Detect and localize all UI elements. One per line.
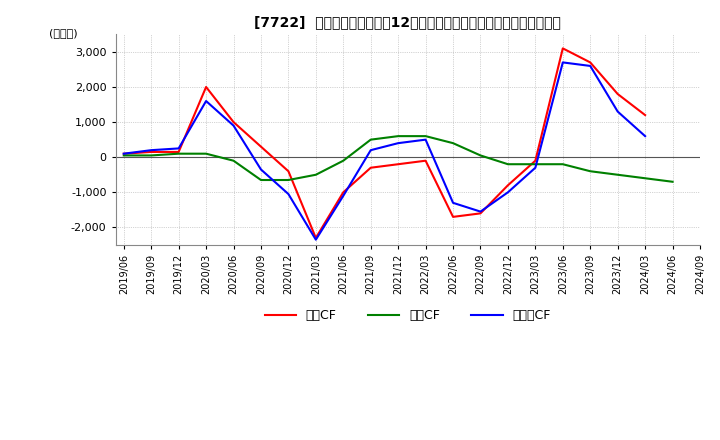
投資CF (284, 177, 293, 183)
フリーCF (284, 191, 293, 197)
投資CF (366, 137, 375, 142)
営業CF (503, 183, 512, 188)
フリーCF (503, 190, 512, 195)
営業CF (421, 158, 430, 163)
フリーCF (613, 109, 622, 114)
フリーCF (229, 123, 238, 128)
営業CF (366, 165, 375, 170)
投資CF (229, 158, 238, 163)
投資CF (174, 151, 183, 156)
営業CF (120, 151, 128, 156)
投資CF (531, 161, 540, 167)
営業CF (256, 144, 265, 149)
フリーCF (256, 167, 265, 172)
フリーCF (202, 99, 210, 104)
営業CF (339, 190, 348, 195)
Title: [7722]  キャッシュフローの12か月移動合計の対前年同期増減額の推移: [7722] キャッシュフローの12か月移動合計の対前年同期増減額の推移 (254, 15, 561, 29)
営業CF (641, 113, 649, 118)
フリーCF (339, 193, 348, 198)
営業CF (284, 169, 293, 174)
営業CF (449, 214, 457, 220)
Y-axis label: (百万円): (百万円) (49, 28, 77, 38)
営業CF (229, 119, 238, 125)
営業CF (531, 158, 540, 163)
フリーCF (366, 147, 375, 153)
フリーCF (312, 237, 320, 242)
フリーCF (120, 151, 128, 156)
営業CF (476, 211, 485, 216)
フリーCF (531, 165, 540, 170)
投資CF (503, 161, 512, 167)
フリーCF (174, 146, 183, 151)
投資CF (476, 153, 485, 158)
投資CF (120, 153, 128, 158)
投資CF (421, 133, 430, 139)
営業CF (312, 235, 320, 241)
営業CF (147, 149, 156, 154)
投資CF (668, 179, 677, 184)
フリーCF (641, 133, 649, 139)
営業CF (394, 161, 402, 167)
営業CF (202, 84, 210, 90)
フリーCF (476, 209, 485, 214)
フリーCF (449, 200, 457, 205)
フリーCF (559, 60, 567, 65)
営業CF (586, 60, 595, 65)
Line: 営業CF: 営業CF (124, 48, 645, 238)
フリーCF (421, 137, 430, 142)
投資CF (339, 158, 348, 163)
Line: 投資CF: 投資CF (124, 136, 672, 182)
Line: フリーCF: フリーCF (124, 62, 645, 240)
投資CF (559, 161, 567, 167)
投資CF (256, 177, 265, 183)
フリーCF (394, 140, 402, 146)
投資CF (449, 140, 457, 146)
営業CF (559, 46, 567, 51)
フリーCF (586, 63, 595, 69)
投資CF (613, 172, 622, 177)
投資CF (394, 133, 402, 139)
投資CF (147, 153, 156, 158)
Legend: 営業CF, 投資CF, フリーCF: 営業CF, 投資CF, フリーCF (260, 304, 556, 327)
フリーCF (147, 147, 156, 153)
営業CF (174, 149, 183, 154)
投資CF (586, 169, 595, 174)
投資CF (312, 172, 320, 177)
投資CF (641, 176, 649, 181)
投資CF (202, 151, 210, 156)
営業CF (613, 92, 622, 97)
